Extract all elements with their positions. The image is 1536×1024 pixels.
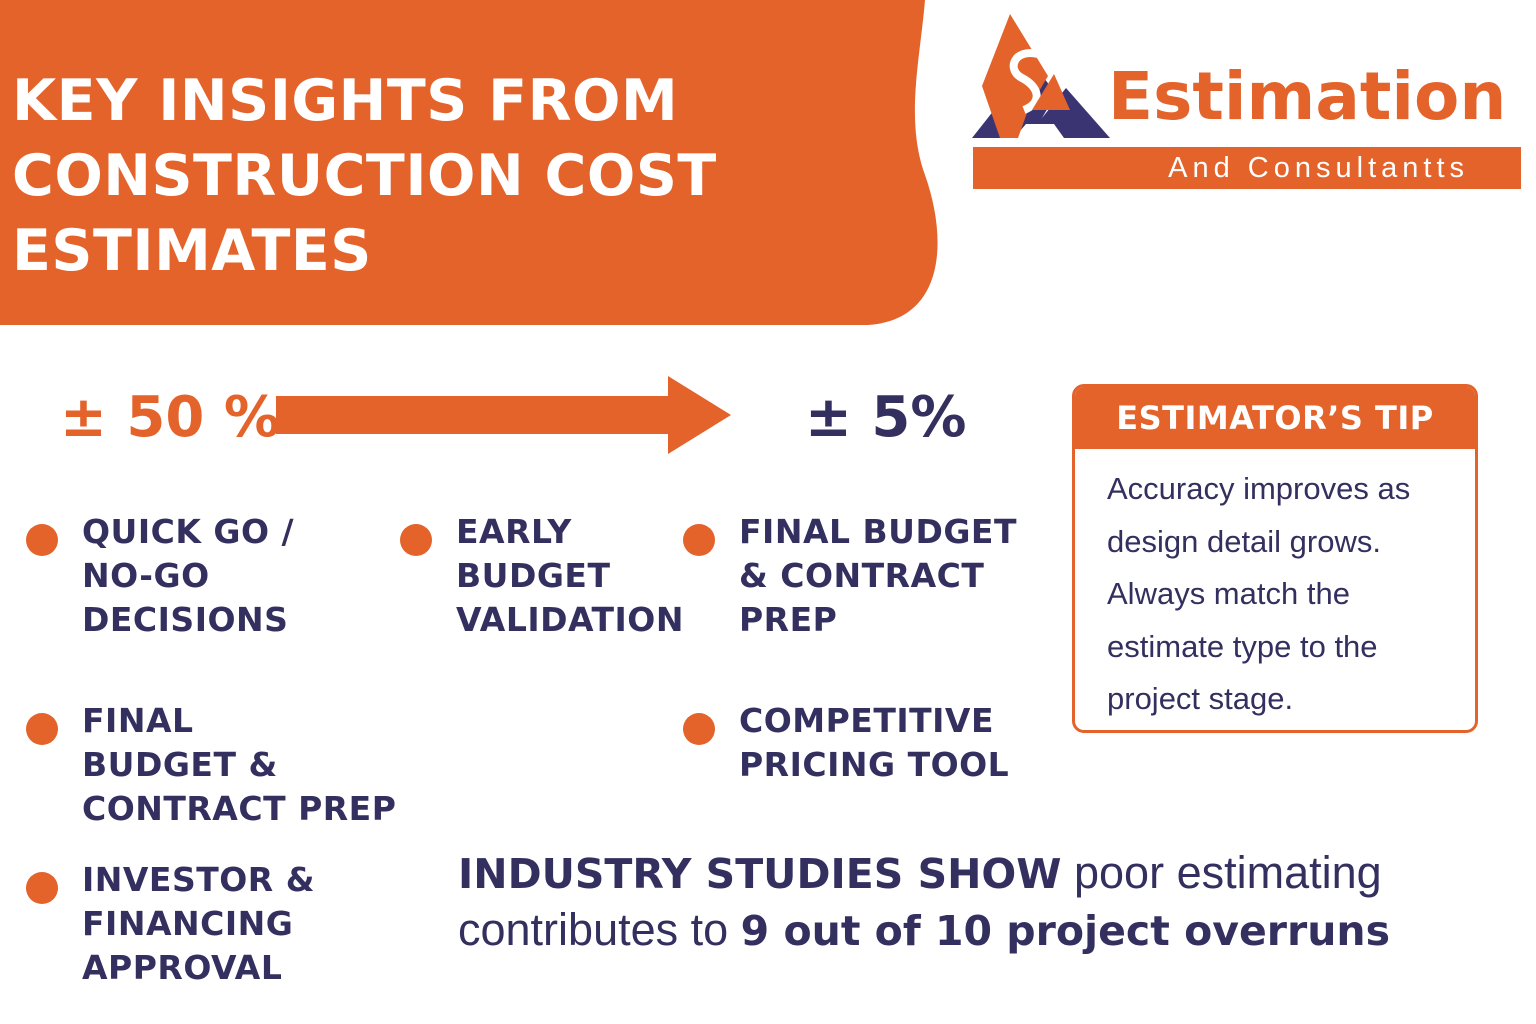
bullet-dot-icon — [26, 872, 58, 904]
logo-subtitle: And Consultantts — [1168, 152, 1469, 184]
bullet-dot-icon — [683, 524, 715, 556]
title-line-2: CONSTRUCTION COST — [12, 143, 717, 209]
bullet-item: QUICK GO / NO-GO DECISIONS — [26, 510, 295, 642]
bullet-dot-icon — [683, 713, 715, 745]
bullet-text: QUICK GO / NO-GO DECISIONS — [82, 512, 295, 639]
arrow-right-icon — [276, 376, 731, 454]
bullet-dot-icon — [400, 524, 432, 556]
bullet-text: EARLY BUDGET VALIDATION — [456, 512, 684, 639]
tip-body: Accuracy improves as design detail grows… — [1107, 471, 1411, 716]
bullet-text: FINAL BUDGET & CONTRACT PREP — [82, 701, 397, 828]
bullet-item: INVESTOR & FINANCING APPROVAL — [26, 858, 315, 990]
bullet-item: FINAL BUDGET & CONTRACT PREP — [26, 699, 397, 831]
logo-wordmark: Estimation — [1108, 58, 1507, 135]
title-line-3: ESTIMATES — [12, 218, 372, 284]
bullet-item: EARLY BUDGET VALIDATION — [400, 510, 684, 642]
title-line-1: KEY INSIGHTS FROM — [12, 68, 679, 134]
logo-subtitle-bar: And Consultantts — [973, 147, 1521, 189]
page-title: KEY INSIGHTS FROM CONSTRUCTION COST ESTI… — [12, 64, 892, 289]
bullet-item: FINAL BUDGET & CONTRACT PREP — [683, 510, 1017, 642]
stat-middle: poor estimating contributes to — [458, 847, 1382, 955]
accuracy-start: ± 50 % — [60, 385, 280, 450]
company-logo-mark — [972, 14, 1110, 138]
header-banner — [0, 0, 938, 325]
bullet-item: COMPETITIVE PRICING TOOL — [683, 699, 1010, 787]
stat-highlight: 9 out of 10 project overruns — [740, 907, 1390, 955]
accuracy-end: ± 5% — [805, 385, 967, 450]
estimator-tip-box: ESTIMATOR’S TIP Accuracy improves as des… — [1072, 384, 1478, 733]
bullet-dot-icon — [26, 713, 58, 745]
stat-lead: INDUSTRY STUDIES SHOW — [458, 850, 1062, 898]
bullet-text: INVESTOR & FINANCING APPROVAL — [82, 860, 315, 987]
bullet-dot-icon — [26, 524, 58, 556]
industry-stat: INDUSTRY STUDIES SHOW poor estimating co… — [458, 845, 1458, 959]
bullet-text: FINAL BUDGET & CONTRACT PREP — [739, 512, 1017, 639]
tip-heading: ESTIMATOR’S TIP — [1075, 387, 1475, 449]
bullet-text: COMPETITIVE PRICING TOOL — [739, 701, 1010, 784]
